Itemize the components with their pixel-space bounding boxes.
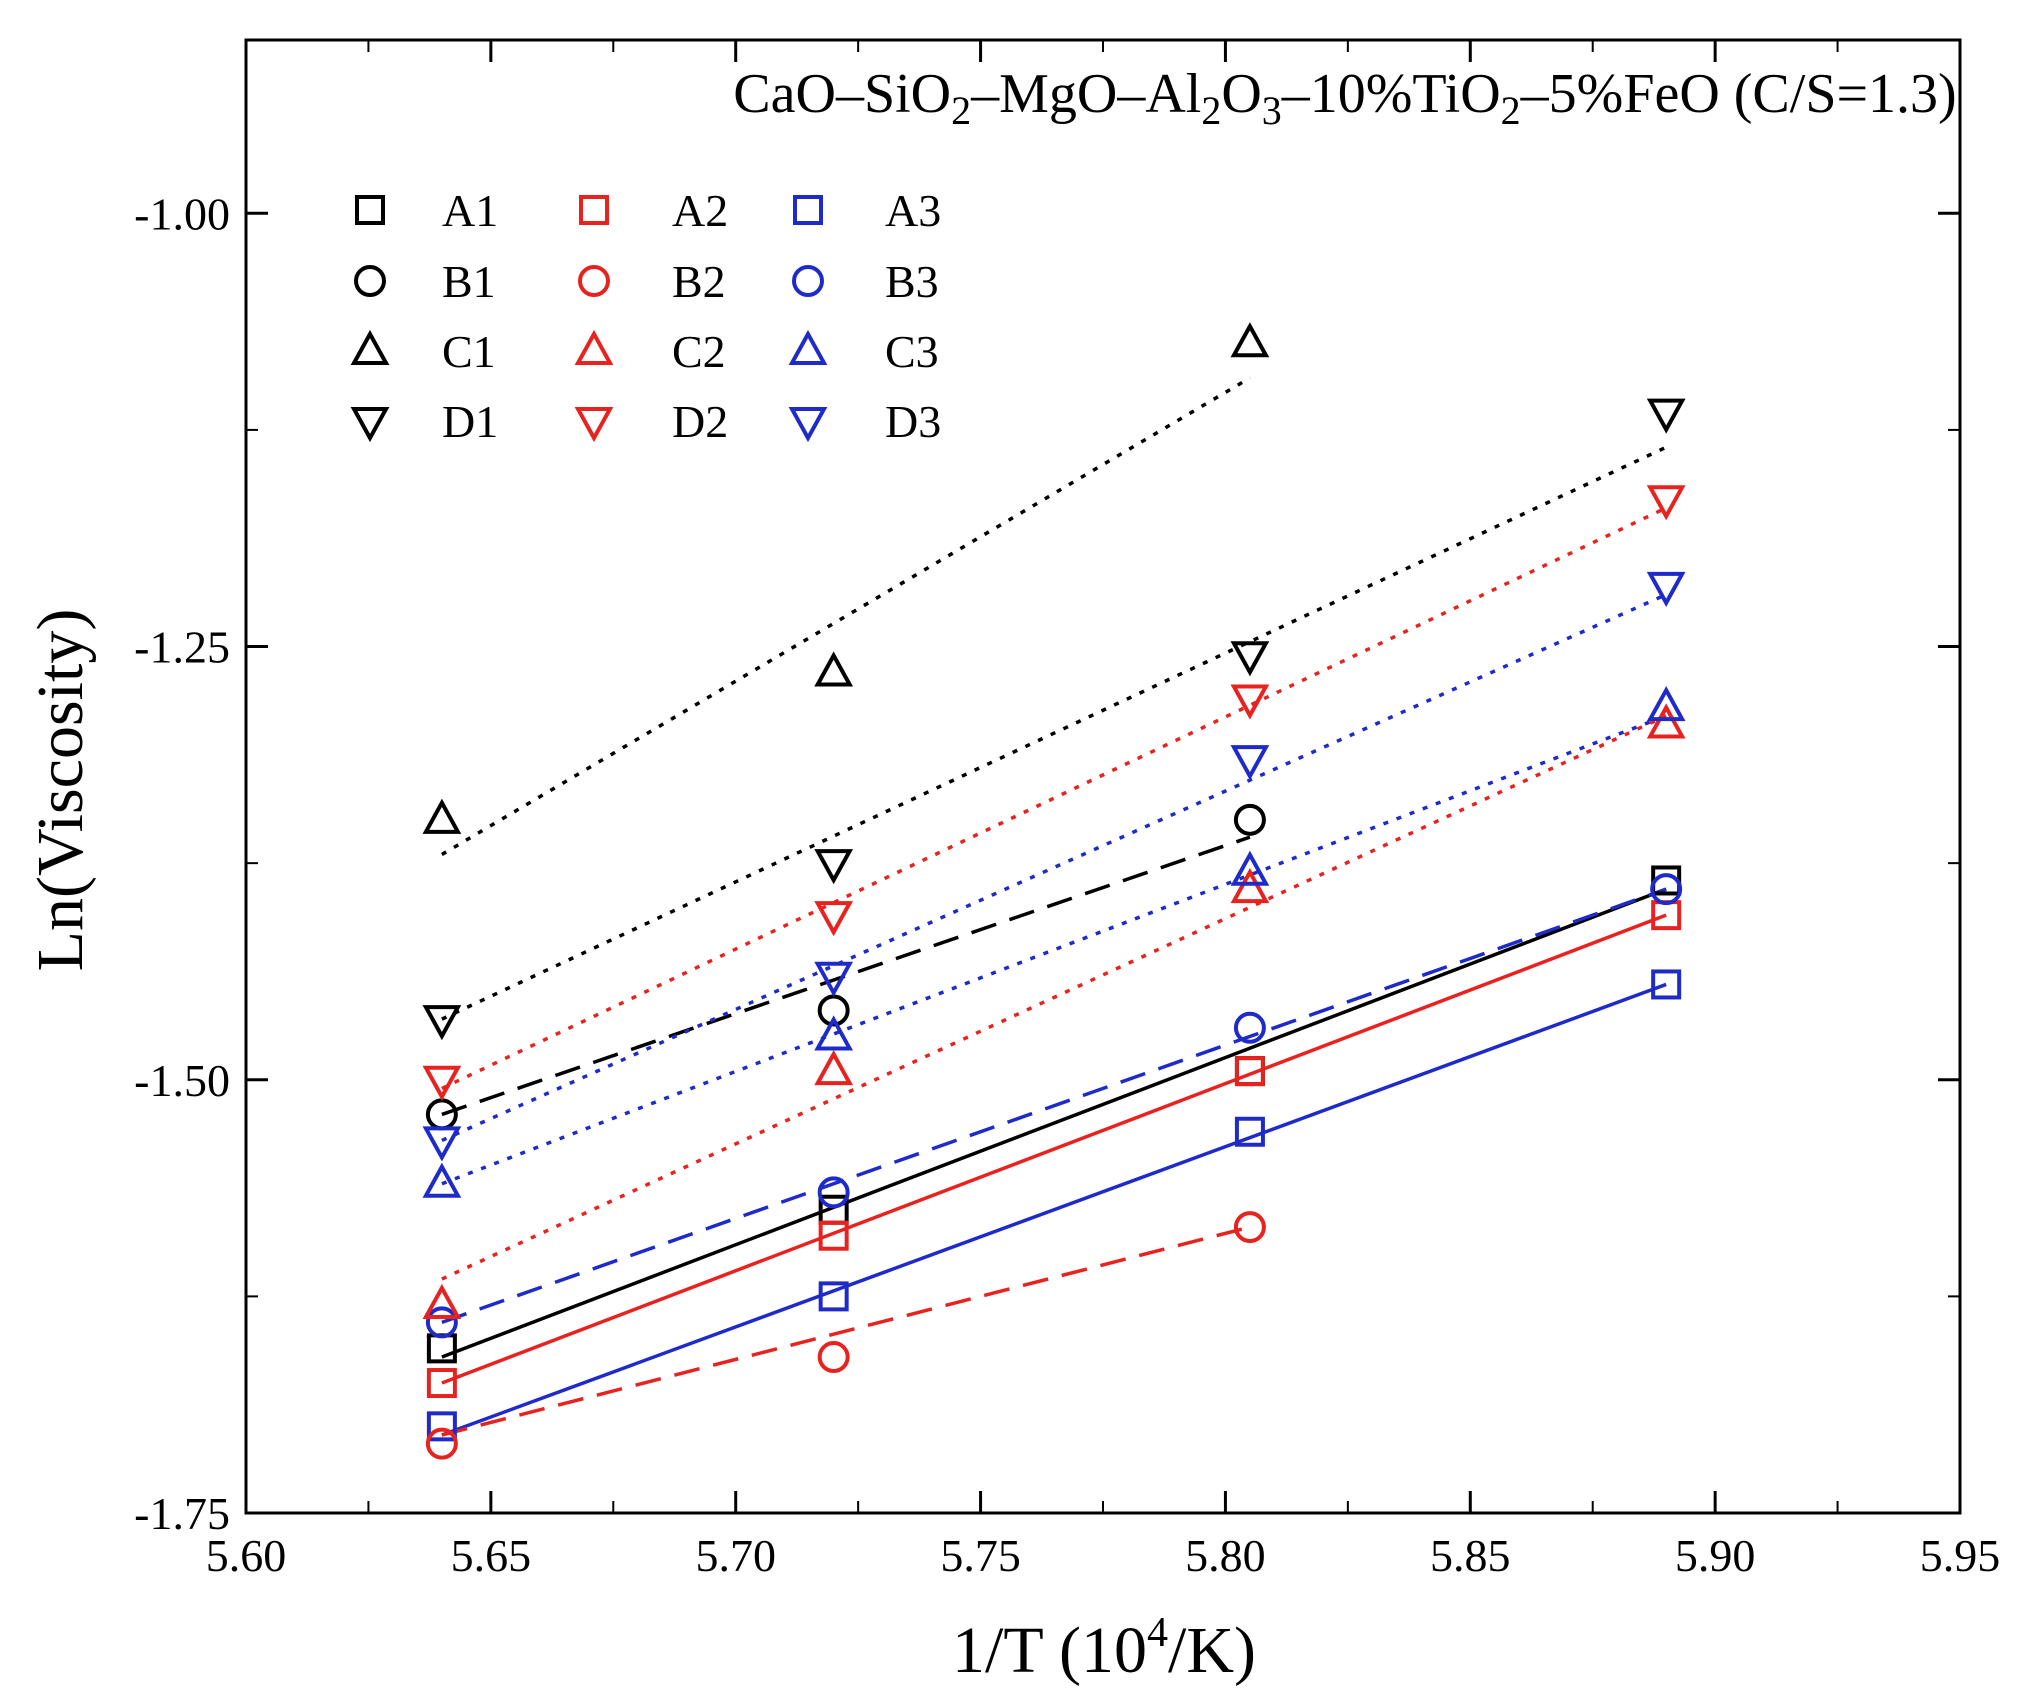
data-point-c2: [814, 1049, 854, 1086]
data-point-d1: [1646, 398, 1686, 434]
data-point-d3: [1646, 571, 1686, 608]
data-point-c1: [814, 651, 854, 687]
data-point-d3: [422, 1126, 462, 1162]
legend-marker-a3: [793, 195, 823, 225]
data-point-d2: [422, 1065, 462, 1101]
legend-label-b3: B3: [885, 256, 939, 307]
data-point-c3: [422, 1162, 462, 1198]
data-point-b3: [1650, 873, 1683, 906]
x-tick-label: 5.85: [1430, 1530, 1511, 1581]
legend-marker-d1: [350, 407, 390, 443]
y-tick-label: -1.00: [134, 188, 230, 239]
legend-label-c3: C3: [885, 326, 939, 377]
fit-line-b2: [441, 1225, 1251, 1437]
data-point-d1: [422, 1005, 462, 1041]
x-tick-label: 5.70: [695, 1530, 776, 1581]
data-point-c3: [1646, 686, 1686, 722]
legend-marker-c1: [350, 329, 390, 365]
data-point-b1: [1233, 803, 1266, 836]
x-tick-label: 5.90: [1675, 1530, 1756, 1581]
fit-line-a3: [441, 982, 1667, 1437]
legend-marker-d3: [788, 407, 828, 443]
x-axis-title: 1/T (104/K): [952, 1610, 1256, 1687]
data-point-a3: [1651, 969, 1682, 1000]
legend-label-d3: D3: [885, 396, 941, 447]
legend-marker-b1: [354, 265, 386, 297]
data-point-c2: [1230, 868, 1270, 904]
y-tick-label: -1.75: [134, 1488, 230, 1539]
data-point-c3: [814, 1015, 854, 1051]
legend: A1 A2 A3 B1 B2 B3 C1 C2 C3 D1 D2 D3: [350, 185, 941, 447]
data-point-b2: [425, 1427, 458, 1460]
legend-label-a1: A1: [442, 185, 498, 236]
data-point-a2: [1234, 1056, 1265, 1087]
fit-lines: [440, 376, 1667, 1437]
data-point-b3: [817, 1176, 850, 1209]
x-tick-label: 5.60: [206, 1530, 287, 1581]
data-point-d2: [1646, 485, 1686, 521]
legend-marker-b2: [578, 265, 610, 297]
data-point-a2: [818, 1220, 849, 1251]
x-tick-label: 5.75: [940, 1530, 1021, 1581]
chart-title: CaO–SiO2–MgO–Al2O3–10%TiO2–5%FeO (C/S=1.…: [733, 63, 1956, 133]
fit-line-d2: [441, 506, 1667, 1091]
legend-label-a2: A2: [672, 185, 728, 236]
data-point-d1: [814, 849, 854, 885]
data-point-d3: [1230, 745, 1270, 781]
fit-line-b1: [441, 835, 1251, 1117]
legend-marker-b3: [792, 265, 824, 297]
data-point-a2: [426, 1368, 457, 1399]
fit-line-a2: [441, 913, 1667, 1385]
y-tick-label: -1.25: [134, 622, 230, 673]
y-axis-ticks: -1.00 -1.25 -1.50 -1.75: [134, 188, 1960, 1539]
x-tick-label: 5.80: [1185, 1530, 1266, 1581]
legend-label-a3: A3: [885, 185, 941, 236]
data-point-a3: [1234, 1116, 1265, 1147]
data-point-d2: [1230, 684, 1270, 720]
y-axis-title: Ln(Viscosity): [24, 609, 97, 972]
fit-line-c3: [441, 714, 1667, 1186]
data-point-b2: [1233, 1211, 1266, 1244]
legend-marker-c2: [574, 329, 614, 365]
legend-marker-c3: [788, 329, 828, 365]
data-point-d2: [814, 901, 854, 937]
data-point-c1: [422, 798, 462, 834]
data-point-b3: [425, 1306, 458, 1339]
data-point-d1: [1230, 641, 1270, 677]
legend-label-b2: B2: [672, 256, 726, 307]
data-point-d3: [814, 961, 854, 997]
legend-label-d1: D1: [442, 396, 498, 447]
legend-label-c1: C1: [442, 326, 496, 377]
fit-line-d3: [441, 592, 1667, 1143]
data-point-c3: [1230, 850, 1270, 886]
data-point-a3: [818, 1281, 849, 1312]
data-point-b3: [1233, 1011, 1266, 1044]
data-markers: [422, 322, 1686, 1460]
data-point-b2: [817, 1341, 850, 1374]
data-point-c2: [1646, 703, 1686, 739]
legend-marker-a1: [355, 195, 385, 225]
legend-marker-a2: [579, 195, 609, 225]
fit-line-c1: [440, 376, 1251, 856]
data-point-c2: [422, 1283, 462, 1320]
x-tick-label: 5.95: [1920, 1530, 2001, 1581]
fit-line-a1: [441, 887, 1667, 1359]
data-point-a3: [426, 1411, 457, 1442]
legend-label-c2: C2: [672, 326, 726, 377]
data-point-c1: [1230, 322, 1270, 358]
legend-label-b1: B1: [442, 256, 496, 307]
x-axis-ticks: 5.60 5.65 5.70 5.75 5.80 5.85 5.90 5.95: [206, 40, 2001, 1581]
legend-label-d2: D2: [672, 396, 728, 447]
x-tick-label: 5.65: [451, 1530, 532, 1581]
fit-line-b3: [441, 887, 1667, 1325]
data-point-a1: [426, 1333, 457, 1364]
fit-line-c2: [441, 714, 1667, 1281]
y-tick-label: -1.50: [134, 1055, 230, 1106]
fit-line-d1: [441, 445, 1667, 1021]
legend-marker-d2: [574, 407, 614, 443]
